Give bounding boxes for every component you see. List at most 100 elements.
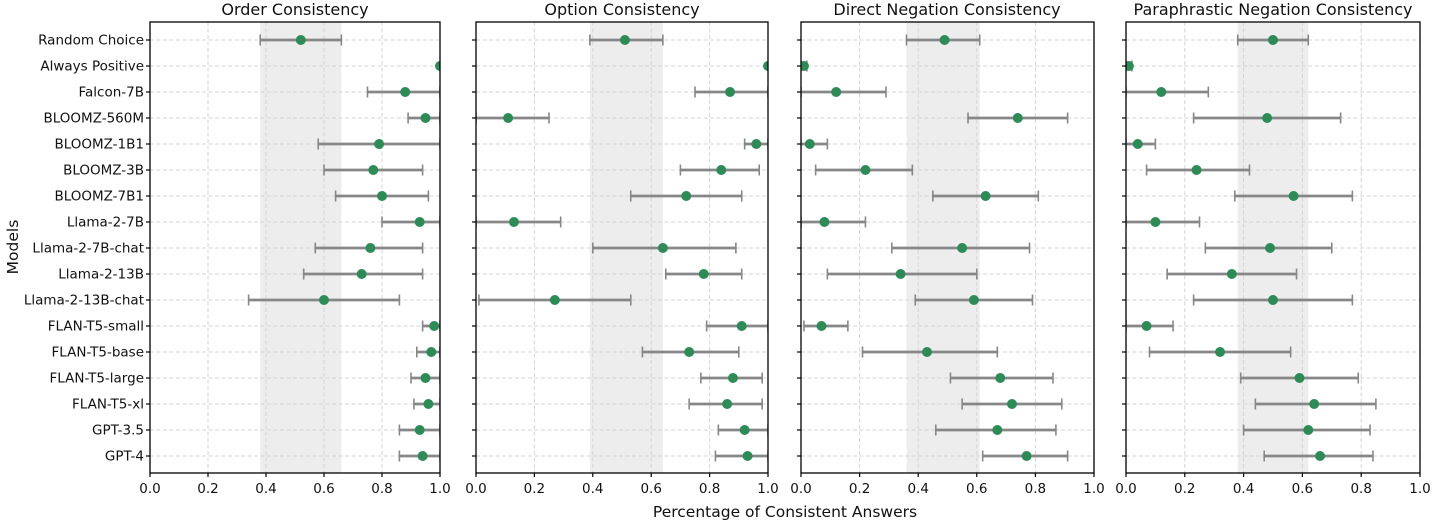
- x-tick-label: 0.0: [139, 481, 160, 497]
- data-point: [1191, 165, 1202, 175]
- x-tick-label: 0.6: [966, 481, 987, 497]
- panel-title-direct-negation: Direct Negation Consistency: [833, 0, 1061, 19]
- data-point: [356, 269, 367, 279]
- data-point: [751, 139, 762, 149]
- data-point: [736, 321, 747, 331]
- data-point: [420, 113, 431, 123]
- y-tick-label: FLAN-T5-small: [48, 319, 144, 335]
- data-point: [742, 451, 753, 461]
- x-tick-label: 0.2: [849, 481, 870, 497]
- data-point: [1268, 295, 1278, 305]
- panel-title-option-consistency: Option Consistency: [544, 0, 700, 19]
- data-point: [1303, 425, 1314, 435]
- y-tick-label: BLOOMZ-7B1: [54, 189, 144, 205]
- panel-title-order-consistency: Order Consistency: [221, 0, 369, 19]
- data-point: [727, 373, 738, 383]
- data-point: [1132, 139, 1143, 149]
- x-tick-label: 0.6: [313, 481, 334, 497]
- data-point: [801, 61, 809, 71]
- x-tick-label: 0.0: [1115, 481, 1136, 497]
- x-tick-label: 1.0: [1409, 481, 1430, 497]
- data-point: [417, 451, 428, 461]
- data-point: [423, 399, 434, 409]
- data-point: [295, 35, 306, 45]
- data-point: [549, 295, 560, 305]
- data-point: [860, 165, 871, 175]
- panel-1: 0.0 0.2 0.4 0.6 0.8 1.0: [465, 21, 779, 497]
- x-tick-label: 0.8: [699, 481, 720, 497]
- x-tick-label: 0.8: [371, 481, 392, 497]
- x-tick-label: 0.6: [640, 481, 661, 497]
- data-point: [722, 399, 733, 409]
- data-point: [1012, 113, 1023, 123]
- data-point: [1268, 35, 1278, 45]
- data-point: [435, 61, 440, 71]
- data-point: [619, 35, 630, 45]
- x-tick-label: 0.0: [790, 481, 811, 497]
- data-point: [503, 113, 514, 123]
- data-point: [995, 373, 1006, 383]
- data-point: [377, 191, 387, 201]
- data-point: [657, 243, 668, 253]
- y-tick-label: Llama-2-7B-chat: [32, 241, 144, 257]
- data-point: [804, 139, 815, 149]
- y-tick-label: GPT-3.5: [92, 423, 144, 439]
- data-point: [763, 61, 768, 71]
- data-point: [1315, 451, 1326, 461]
- data-point: [400, 87, 411, 97]
- data-point: [414, 425, 425, 435]
- data-point: [725, 87, 736, 97]
- data-point: [1262, 113, 1273, 123]
- x-tick-label: 1.0: [429, 481, 450, 497]
- x-axis-label: Percentage of Consistent Answers: [652, 503, 918, 521]
- y-axis-label: Models: [4, 219, 22, 275]
- data-point: [831, 87, 842, 97]
- data-point: [895, 269, 906, 279]
- data-point: [1126, 61, 1134, 71]
- y-tick-label: BLOOMZ-560M: [44, 111, 145, 127]
- y-tick-label: Llama-2-13B: [58, 267, 144, 283]
- data-point: [365, 243, 376, 253]
- y-tick-label: Llama-2-13B-chat: [24, 293, 144, 309]
- x-tick-label: 0.4: [1233, 481, 1254, 497]
- panel-0: 0.0 0.2 0.4 0.6 0.8 1.0: [139, 21, 451, 497]
- y-tick-label: FLAN-T5-large: [50, 371, 144, 387]
- data-point: [429, 321, 440, 331]
- x-tick-label: 1.0: [1083, 481, 1104, 497]
- y-tick-label: Always Positive: [40, 59, 144, 75]
- data-point: [1150, 217, 1161, 227]
- data-point: [1288, 191, 1299, 201]
- data-point: [968, 295, 979, 305]
- data-point: [698, 269, 709, 279]
- data-point: [1265, 243, 1276, 253]
- data-point: [319, 295, 329, 305]
- data-point: [368, 165, 379, 175]
- data-point: [508, 217, 519, 227]
- panel-2: 0.0 0.2 0.4 0.6 0.8 1.0: [790, 21, 1105, 497]
- data-point: [374, 139, 385, 149]
- y-tick-label: FLAN-T5-base: [52, 345, 144, 361]
- data-point: [426, 347, 437, 357]
- x-tick-label: 0.2: [1174, 481, 1195, 497]
- y-tick-label: BLOOMZ-3B: [63, 163, 144, 179]
- panel-3: 0.0 0.2 0.4 0.6 0.8 1.0: [1115, 21, 1431, 497]
- data-point: [921, 347, 932, 357]
- x-tick-label: 0.4: [582, 481, 603, 497]
- data-point: [716, 165, 727, 175]
- data-point: [980, 191, 991, 201]
- x-tick-label: 0.8: [1350, 481, 1371, 497]
- data-point: [816, 321, 827, 331]
- data-point: [684, 347, 695, 357]
- y-tick-label: Llama-2-7B: [67, 215, 144, 231]
- data-point: [1294, 373, 1305, 383]
- data-point: [1141, 321, 1152, 331]
- data-point: [1006, 399, 1017, 409]
- data-point: [992, 425, 1003, 435]
- panel-title-paraphrastic-negation: Paraphrastic Negation Consistency: [1133, 0, 1413, 19]
- x-tick-label: 0.4: [255, 481, 276, 497]
- data-point: [957, 243, 968, 253]
- data-point: [420, 373, 431, 383]
- data-point: [1156, 87, 1167, 97]
- data-point: [1226, 269, 1237, 279]
